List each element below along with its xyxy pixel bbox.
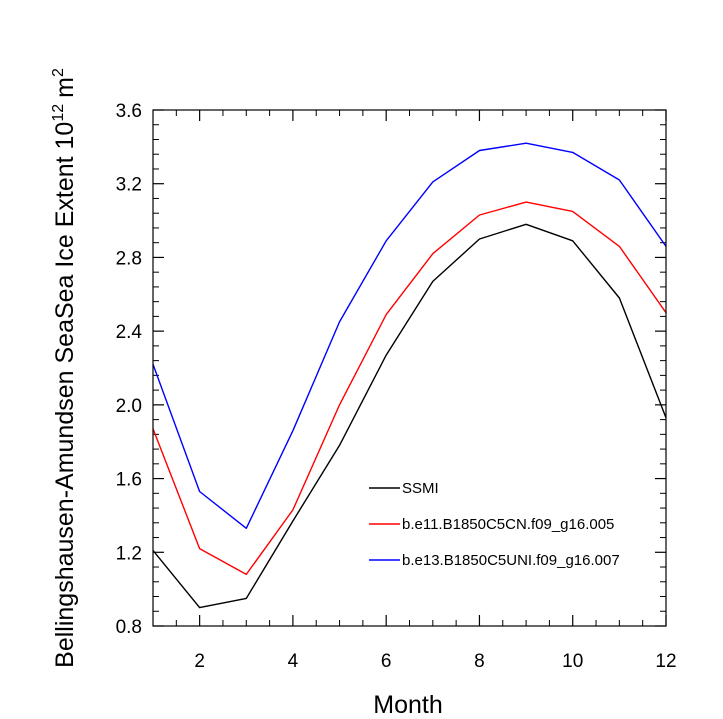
plot-frame [152, 109, 667, 627]
legend-label-1: SSMI [402, 480, 439, 497]
y-axis-title-unit: m [51, 77, 79, 98]
y-axis-title-main: Bellingshausen-Amundsen SeaSea Ice Exten… [51, 122, 79, 668]
series-line-2 [152, 201, 667, 576]
series-lines [152, 142, 667, 609]
series-line-1 [152, 223, 667, 609]
y-tick-label: 0.8 [116, 617, 142, 638]
x-axis-title: Month [373, 691, 442, 719]
y-tick-label: 1.2 [116, 543, 142, 564]
y-tick-label: 3.2 [116, 175, 142, 196]
x-tick-label: 4 [288, 651, 299, 672]
y-tick-label: 1.6 [116, 470, 142, 491]
y-tick-label: 3.6 [116, 101, 142, 122]
y-tick-label: 2.4 [116, 322, 143, 343]
x-tick-label: 2 [194, 651, 205, 672]
minor-ticks [152, 110, 666, 626]
y-axis-title-exponent: 12 [50, 104, 67, 122]
legend-label-2: b.e11.B1850C5CN.f09_g16.005 [402, 516, 614, 533]
legend-label-3: b.e13.B1850C5UNI.f09_g16.007 [402, 552, 620, 569]
x-tick-label: 12 [655, 651, 676, 672]
major-ticks [153, 109, 667, 627]
x-tick-label: 8 [474, 651, 485, 672]
y-axis-title-unit-exponent: 2 [50, 68, 67, 77]
x-tick-label: 6 [381, 651, 392, 672]
x-tick-labels: 2 4 6 8 10 12 [194, 651, 676, 672]
y-tick-label: 2.8 [116, 248, 142, 269]
x-tick-label: 10 [562, 651, 583, 672]
y-axis-title: Bellingshausen-Amundsen SeaSea Ice Exten… [50, 68, 79, 668]
series-line-3 [152, 142, 667, 529]
legend: SSMI b.e11.B1850C5CN.f09_g16.005 b.e13.B18… [369, 480, 620, 569]
y-tick-labels: 0.8 1.2 1.6 2.0 2.4 2.8 3.2 3.6 [116, 101, 143, 638]
y-tick-label: 2.0 [116, 396, 142, 417]
